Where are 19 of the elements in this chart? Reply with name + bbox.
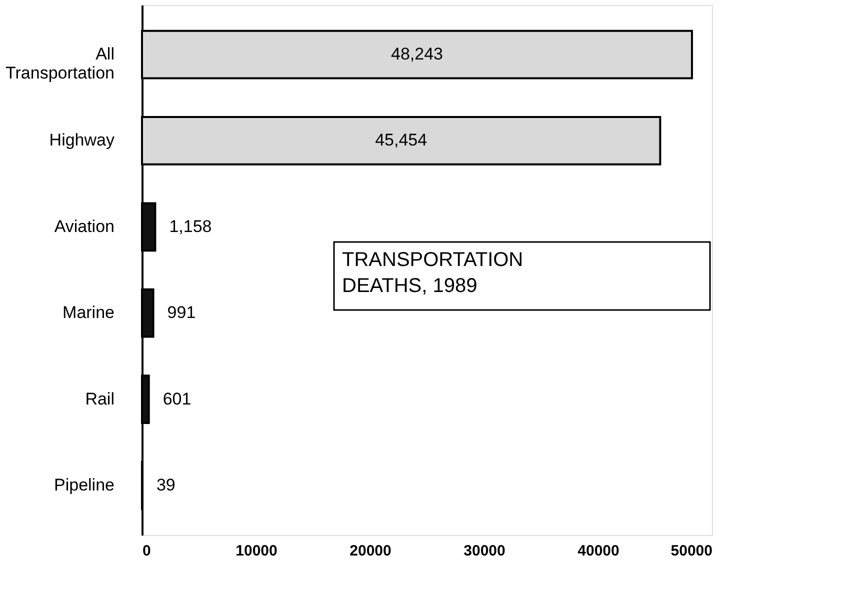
x-tick-label: 40000 (578, 542, 620, 560)
data-label: 45,454 (375, 130, 428, 150)
x-tick-label: 20000 (350, 542, 392, 560)
data-label: 601 (162, 389, 192, 408)
x-tick-label: 10000 (236, 542, 278, 560)
x-tick-label: 0 (142, 542, 151, 560)
data-label: 1,158 (169, 216, 212, 236)
data-label: 39 (156, 475, 176, 494)
y-tick-label: All Transportation (6, 44, 114, 83)
y-tick-label: Rail (85, 389, 114, 408)
text: TRANSPORTATION DEATHS, 1989 (342, 249, 524, 297)
x-tick-label: 30000 (464, 542, 506, 560)
data-label: 48,243 (390, 44, 443, 64)
y-tick-label: Marine (62, 303, 114, 322)
y-tick-label: Aviation (54, 216, 114, 236)
y-tick-label: Highway (49, 130, 115, 150)
y-tick-label: Pipeline (54, 475, 114, 494)
x-tick-label: 50000 (670, 542, 712, 560)
data-label: 991 (167, 303, 196, 322)
